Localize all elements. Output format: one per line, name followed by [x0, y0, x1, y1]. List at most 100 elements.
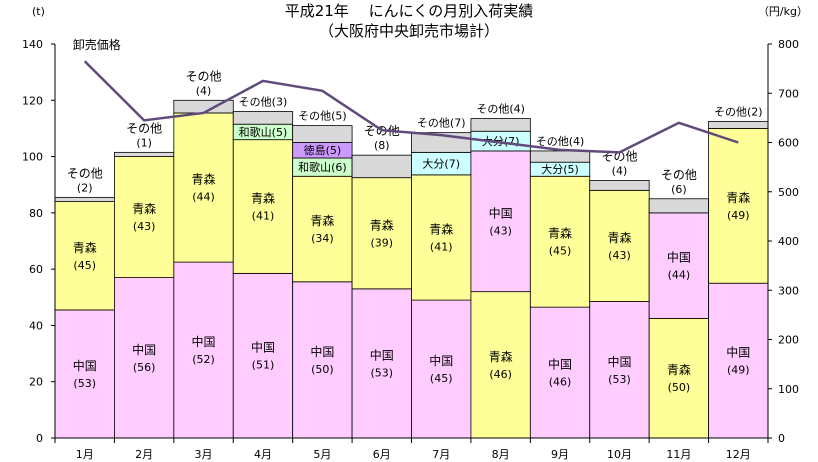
segment-percent: (44)	[192, 191, 215, 204]
bar-stack: 青森 (50) 中国 (44) その他(6)	[648, 168, 709, 439]
x-tick-label: 9月	[551, 448, 569, 461]
axes: 0 20 40 60 80 100 120 140 0 100 200 300 400 500 600 700…	[22, 38, 799, 461]
segment-label: 中国	[192, 334, 216, 349]
segment-label: その他(7)	[417, 117, 466, 130]
segment-percent: (8)	[374, 139, 390, 152]
y-tick-label: 20	[29, 376, 43, 389]
bar-segment	[173, 112, 234, 263]
segment-label: 青森	[489, 349, 513, 364]
segment-label: 中国	[548, 357, 572, 372]
bars: 中国(53)青森(45)その他(2)中国(56)青森(43)その他(1)中国(5…	[54, 69, 769, 439]
x-tick-label: 11月	[666, 448, 691, 461]
segment-label: 大分(7)	[422, 157, 460, 171]
bar-segment	[292, 175, 353, 283]
segment-percent: (2)	[77, 181, 93, 194]
segment-percent: (53)	[73, 377, 96, 390]
bar-stack: 中国 (45) 青森 (41) 大分(7) その他(7)	[411, 117, 472, 439]
bar-segment	[351, 154, 412, 179]
bar-segment	[173, 261, 234, 439]
segment-percent: (50)	[311, 363, 334, 376]
segment-percent: (45)	[73, 259, 96, 272]
segment-percent: (6)	[671, 183, 687, 196]
segment-label: その他(4)	[536, 135, 585, 148]
bar-segment	[708, 282, 769, 439]
y2-tick-label: 0	[778, 432, 785, 445]
segment-label: 中国	[607, 354, 631, 369]
bar-segment	[708, 128, 769, 284]
segment-label: 和歌山(6)	[298, 160, 347, 174]
y2-tick-label: 700	[778, 87, 799, 100]
segment-label: 青森	[429, 221, 453, 236]
x-tick-label: 8月	[492, 448, 510, 461]
segment-label: 中国	[429, 353, 453, 368]
segment-percent: (1)	[136, 136, 152, 149]
bar-segment	[411, 174, 472, 301]
price-series-line	[83, 60, 739, 154]
bar-stack: 中国 (49) 青森 (49) その他(2)	[708, 105, 769, 439]
x-tick-label: 3月	[195, 448, 213, 461]
bar-segment	[411, 299, 472, 439]
segment-label: 青森	[667, 362, 691, 377]
bar-segment	[114, 156, 175, 278]
bar-segment	[470, 150, 531, 293]
bar-segment	[529, 175, 591, 308]
bar-segment	[470, 118, 531, 132]
segment-percent: (49)	[727, 209, 750, 222]
y-tick-label: 80	[29, 207, 43, 220]
bar-segment	[114, 151, 175, 157]
segment-label: 中国	[132, 342, 156, 357]
bar-segment	[648, 198, 709, 214]
y-axis-unit-right: （円/kg）	[758, 5, 808, 18]
bar-segment	[648, 317, 709, 439]
segment-label: 青森	[726, 190, 750, 205]
segment-percent: (46)	[549, 376, 572, 389]
x-tick-label: 1月	[76, 448, 94, 461]
bar-segment	[529, 150, 591, 163]
segment-label: 徳島(5)	[304, 143, 342, 157]
chart-title: 平成21年 にんにくの月別入荷実績	[285, 2, 534, 20]
x-tick-label: 12月	[726, 448, 751, 461]
y-tick-label: 60	[29, 263, 43, 276]
x-tick-label: 6月	[373, 448, 391, 461]
bar-segment	[232, 111, 294, 125]
segment-percent: (53)	[370, 366, 393, 379]
bar-segment	[648, 212, 709, 319]
bar-segment	[114, 277, 175, 439]
segment-percent: (43)	[489, 224, 512, 237]
segment-percent: (41)	[252, 210, 275, 223]
segment-label: 中国	[726, 345, 750, 360]
x-tick-label: 7月	[432, 448, 450, 461]
segment-label: 青森	[548, 226, 572, 241]
segment-label: その他(3)	[239, 96, 288, 109]
segment-label: 青森	[251, 191, 275, 206]
segment-label: 青森	[132, 201, 156, 216]
segment-label: 中国	[73, 358, 97, 373]
segment-percent: (34)	[311, 232, 334, 245]
bar-stack: 中国 (53) 青森 (45) その他(2)	[54, 166, 115, 439]
y2-tick-label: 600	[778, 137, 799, 150]
y-tick-label: 140	[22, 38, 43, 51]
segment-label: 青森	[192, 172, 216, 187]
bar-stack: 中国(53)青森(39)その他(8)	[351, 124, 412, 439]
segment-label: 中国	[310, 344, 334, 359]
bar-segment	[54, 201, 115, 311]
bar-segment	[470, 291, 531, 439]
y2-tick-label: 400	[778, 235, 799, 248]
y2-tick-label: 300	[778, 284, 799, 297]
segment-percent: (50)	[668, 381, 691, 394]
segment-label: 中国	[667, 250, 691, 265]
x-tick-label: 4月	[254, 448, 272, 461]
segment-percent: (52)	[192, 353, 215, 366]
bar-stack: 中国 (46) 青森 (45) 大分(5) その他(4)	[529, 135, 591, 439]
bar-segment	[292, 281, 353, 439]
segment-percent: (43)	[133, 220, 156, 233]
segment-label: その他	[186, 69, 222, 83]
bar-stack: 中国(53)青森(43)その他(4)	[589, 149, 650, 439]
x-tick-label: 10月	[607, 448, 632, 461]
price-series-label: 卸売価格	[73, 37, 121, 52]
bar-segment	[589, 189, 650, 302]
bar-stack: 中国 (56) 青森 (43) その他(1)	[114, 121, 175, 439]
bar-stack: 中国 (50) 青森 (34) 和歌山(6) 徳島(5) その他(5)	[292, 110, 353, 439]
bar-segment	[232, 272, 294, 439]
segment-percent: (46)	[489, 368, 512, 381]
